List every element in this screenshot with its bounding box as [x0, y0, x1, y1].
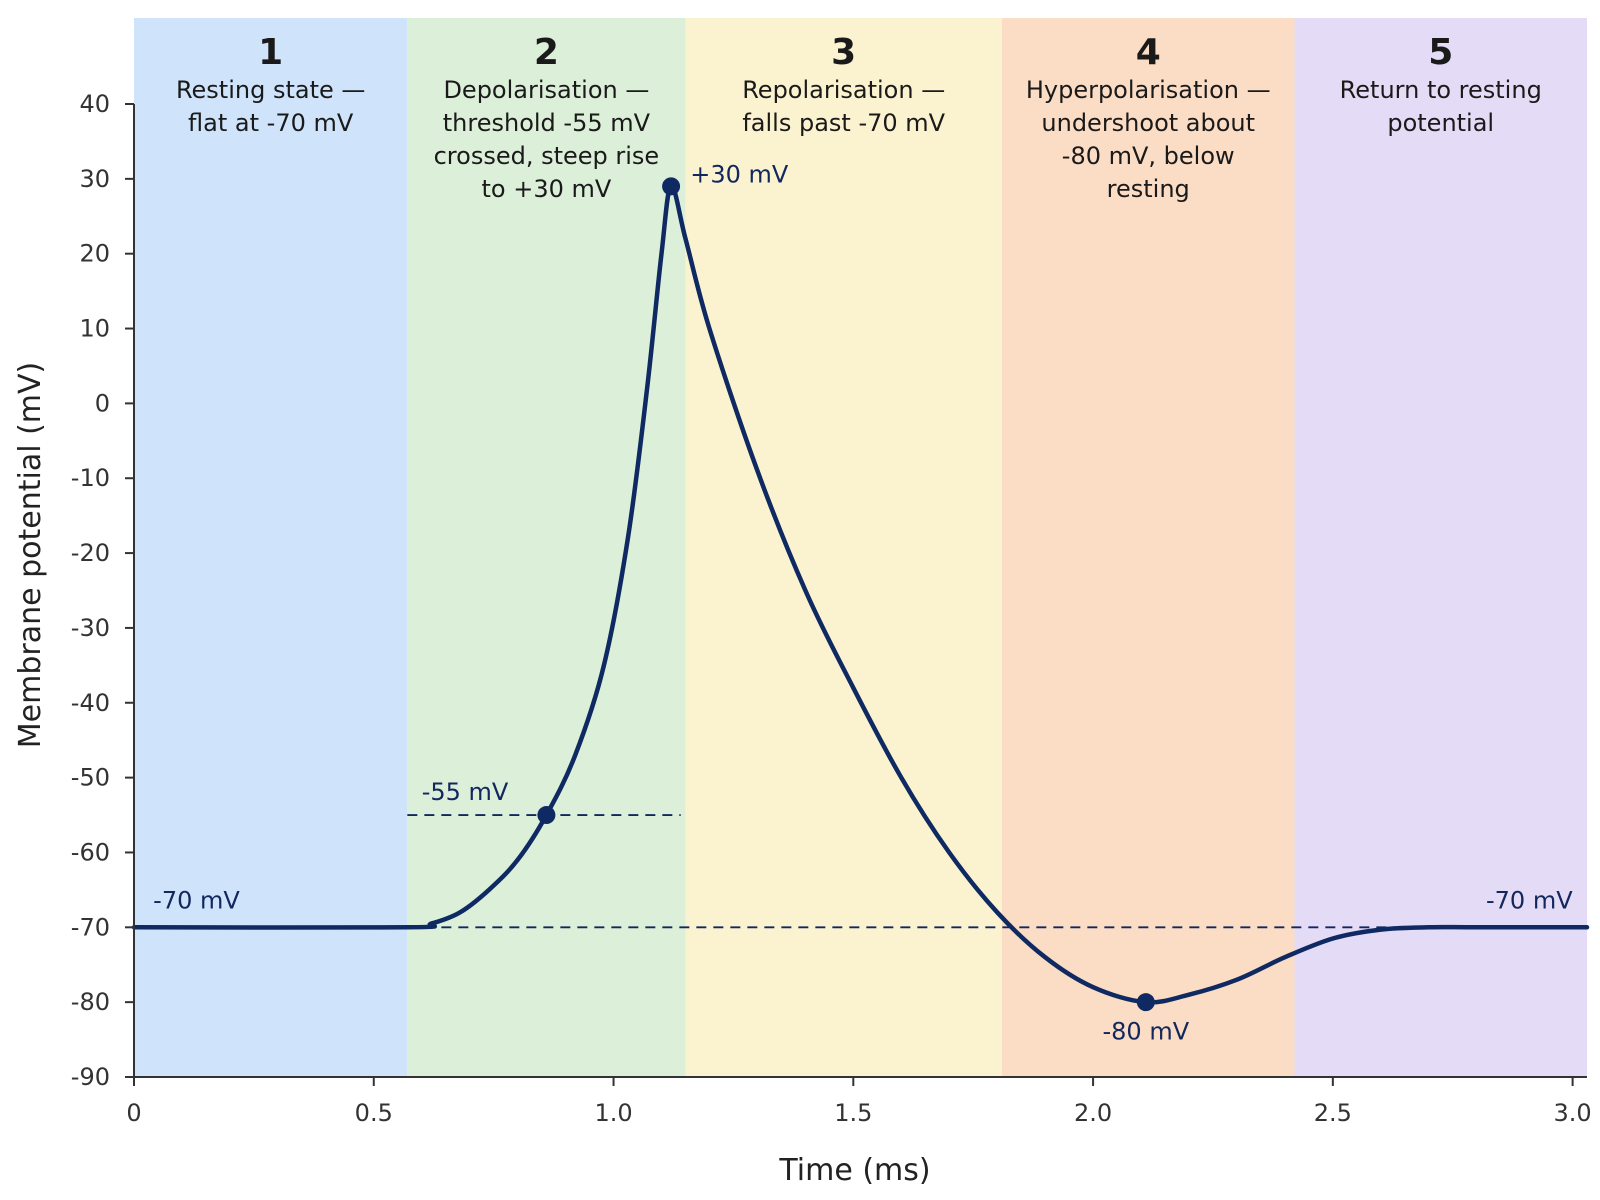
phase-text-4-4: resting: [1107, 175, 1190, 203]
phase-text-3-1: Repolarisation —: [742, 76, 945, 104]
data-point-1: [537, 806, 556, 825]
phase-bands: [134, 18, 1587, 1077]
y-tick-label: 10: [79, 315, 110, 343]
y-tick-label: -70: [71, 913, 110, 941]
x-tick-label: 2.5: [1314, 1099, 1352, 1127]
phase-number-5: 5: [1428, 32, 1453, 73]
phase-text-4-1: Hyperpolarisation —: [1026, 76, 1271, 104]
phase-band-2: [407, 18, 686, 1077]
phase-text-2-4: to +30 mV: [482, 175, 612, 203]
phase-number-4: 4: [1136, 32, 1161, 73]
annotation-label-5: -70 mV: [1486, 887, 1573, 915]
x-axis-title: Time (ms): [778, 1153, 930, 1188]
y-axis-title: Membrane potential (mV): [13, 362, 48, 748]
axes: 40 30 20 10 0 -10 -20 -30 -40 -50 -60 -70 -80 -90 0 0.5…: [71, 90, 1592, 1127]
y-tick-label: 30: [79, 165, 110, 193]
phase-text-2-1: Depolarisation —: [443, 76, 649, 104]
phase-text-2-2: threshold -55 mV: [443, 109, 651, 137]
y-tick-label: -40: [71, 689, 110, 717]
phase-text-5-2: potential: [1387, 109, 1494, 137]
y-tick-label: 40: [79, 90, 110, 118]
y-tick-label: 20: [79, 240, 110, 268]
y-tick-label: 0: [95, 389, 110, 417]
x-tick-label: 0.5: [355, 1099, 393, 1127]
data-point-3: [1136, 993, 1155, 1012]
phase-number-2: 2: [534, 32, 559, 73]
y-tick-label: -50: [71, 764, 110, 792]
y-tick-label: -60: [71, 838, 110, 866]
y-tick-label: -80: [71, 988, 110, 1016]
phase-text-4-2: undershoot about: [1041, 109, 1255, 137]
x-tick-label: 1.0: [594, 1099, 632, 1127]
markers: [537, 177, 1155, 1012]
annotation-label-1: -70 mV: [153, 887, 240, 915]
y-tick-label: -10: [71, 464, 110, 492]
phase-text-5-1: Return to resting: [1340, 76, 1542, 104]
phase-band-3: [685, 18, 1002, 1077]
phase-band-1: [134, 18, 408, 1077]
phase-band-5: [1294, 18, 1587, 1077]
phase-text-4-3: -80 mV, below: [1062, 142, 1235, 170]
phase-labels: 1 Resting state — flat at -70 mV 2 Depolaris…: [176, 32, 1542, 203]
phase-number-1: 1: [258, 32, 283, 73]
phase-band-4: [1001, 18, 1295, 1077]
phase-text-3-2: falls past -70 mV: [742, 109, 945, 137]
x-tick-label: 1.5: [834, 1099, 872, 1127]
y-tick-label: -30: [71, 614, 110, 642]
x-tick-label: 2.0: [1074, 1099, 1112, 1127]
y-tick-label: -20: [71, 539, 110, 567]
annotation-label-2: -55 mV: [422, 778, 509, 806]
x-tick-label: 3.0: [1554, 1099, 1592, 1127]
phase-text-1-1: Resting state —: [176, 76, 365, 104]
annotations: -70 mV -55 mV +30 mV -80 mV -70 mV: [153, 161, 1573, 1046]
phase-text-1-2: flat at -70 mV: [188, 109, 354, 137]
phase-text-2-3: crossed, steep rise: [434, 142, 660, 170]
phase-number-3: 3: [831, 32, 856, 73]
annotation-label-4: -80 mV: [1103, 1018, 1190, 1046]
y-tick-label: -90: [71, 1063, 110, 1091]
annotation-label-3: +30 mV: [690, 161, 789, 189]
membrane-potential-curve: [131, 184, 1590, 1005]
data-point-2: [662, 177, 681, 196]
curve-layer: [131, 184, 1590, 1005]
x-tick-label: 0: [126, 1099, 141, 1127]
